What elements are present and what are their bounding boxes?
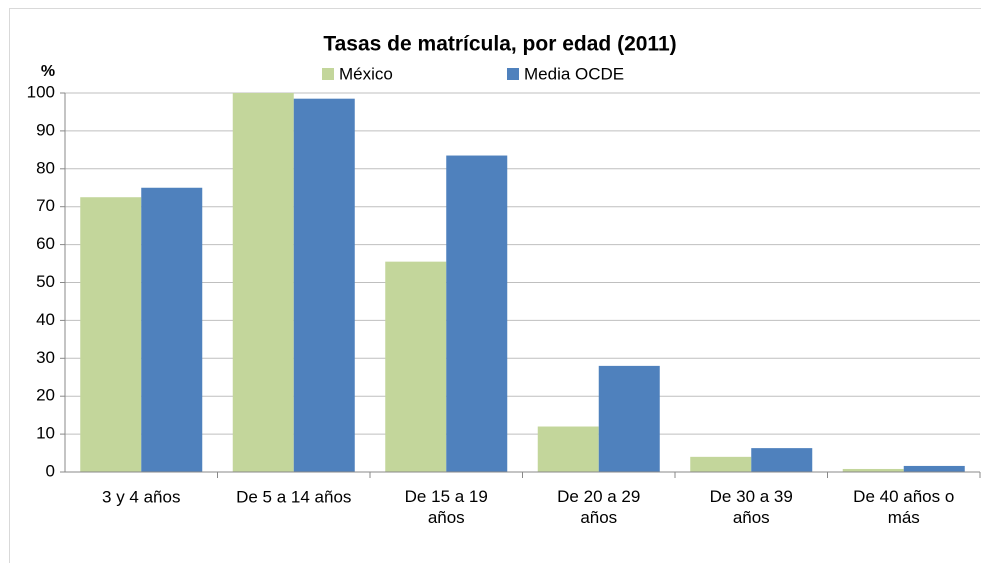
bar bbox=[141, 187, 203, 472]
bar bbox=[751, 448, 813, 472]
bar bbox=[446, 155, 508, 472]
bar bbox=[537, 426, 599, 472]
y-axis-label: % bbox=[41, 63, 55, 80]
y-tick-label: 100 bbox=[27, 82, 55, 101]
y-tick-label: 0 bbox=[46, 461, 55, 480]
legend-swatch bbox=[322, 68, 334, 80]
y-tick-label: 10 bbox=[36, 424, 55, 443]
y-tick-label: 70 bbox=[36, 196, 55, 215]
x-tick-label: De 15 a 19 años bbox=[405, 487, 488, 527]
legend-label: Media OCDE bbox=[524, 64, 624, 83]
y-tick-label: 40 bbox=[36, 310, 55, 329]
bar bbox=[842, 468, 904, 472]
x-tick-label-line: más bbox=[888, 508, 920, 527]
x-tick-label-line: De 40 años o bbox=[853, 487, 954, 506]
x-tick-label-line: De 20 a 29 bbox=[557, 487, 640, 506]
bar bbox=[293, 98, 355, 472]
x-tick-label: De 30 a 39 años bbox=[710, 487, 793, 527]
bar bbox=[690, 456, 752, 472]
bar bbox=[385, 261, 447, 472]
x-tick-label: De 20 a 29 años bbox=[557, 487, 640, 527]
bar bbox=[80, 197, 142, 472]
y-tick-label: 90 bbox=[36, 120, 55, 139]
y-tick-label: 80 bbox=[36, 158, 55, 177]
x-tick-label-line: años bbox=[428, 508, 465, 527]
y-tick-label: 60 bbox=[36, 234, 55, 253]
legend-label: México bbox=[339, 64, 393, 83]
bar bbox=[232, 93, 294, 472]
bar bbox=[903, 465, 965, 472]
bar bbox=[598, 365, 660, 472]
chart-title: Tasas de matrícula, por edad (2011) bbox=[323, 33, 676, 56]
x-tick-label-line: años bbox=[733, 508, 770, 527]
x-tick-label: De 5 a 14 años bbox=[236, 487, 351, 506]
x-tick-label: De 40 años o más bbox=[853, 487, 954, 527]
y-tick-label: 50 bbox=[36, 272, 55, 291]
y-tick-label: 20 bbox=[36, 386, 55, 405]
y-tick-label: 30 bbox=[36, 348, 55, 367]
x-tick-label-line: años bbox=[580, 508, 617, 527]
x-tick-label-line: De 30 a 39 bbox=[710, 487, 793, 506]
frame bbox=[9, 8, 981, 563]
legend-swatch bbox=[507, 68, 519, 80]
x-tick-label-line: De 15 a 19 bbox=[405, 487, 488, 506]
x-tick-label: 3 y 4 años bbox=[102, 487, 180, 506]
